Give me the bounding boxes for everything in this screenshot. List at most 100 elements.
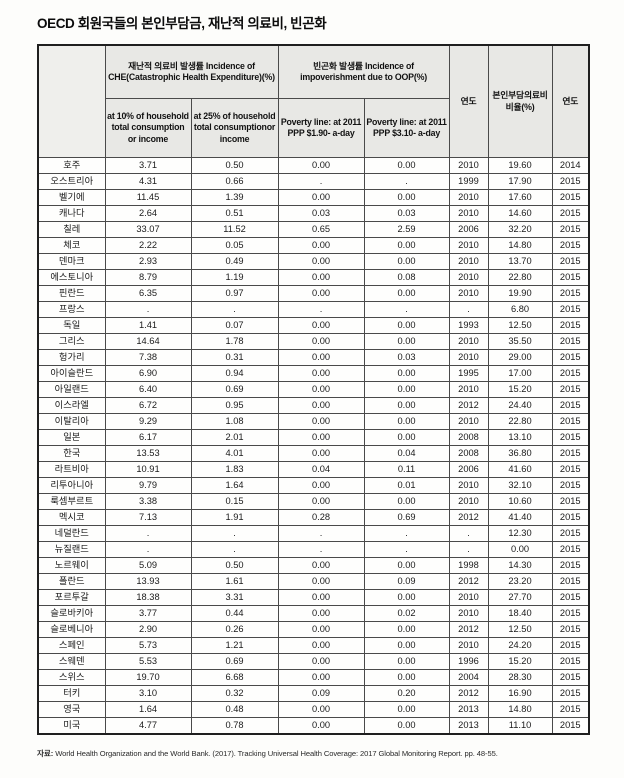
cell-country: 네덜란드 <box>37 525 106 542</box>
cell-pov310: 0.08 <box>363 269 450 286</box>
cell-year2: 2015 <box>551 205 590 222</box>
table-row: 스페인 5.73 1.21 0.00 0.00 2010 24.20 2015 <box>37 637 590 654</box>
cell-year2: 2015 <box>551 701 590 718</box>
table-row: 포르투갈 18.38 3.31 0.00 0.00 2010 27.70 2015 <box>37 589 590 606</box>
cell-at25: 1.21 <box>190 637 279 654</box>
cell-year2: 2015 <box>551 685 590 702</box>
cell-pov190: 0.00 <box>277 557 365 574</box>
cell-year2: 2015 <box>551 669 590 686</box>
cell-country: 아이슬란드 <box>37 365 106 382</box>
cell-country: 오스트리아 <box>37 173 106 190</box>
cell-at25: 0.69 <box>190 381 279 398</box>
cell-country: 한국 <box>37 445 106 462</box>
cell-year1: 2010 <box>448 413 489 430</box>
cell-year2: 2015 <box>551 381 590 398</box>
cell-pov190: 0.00 <box>277 413 365 430</box>
cell-pov310: 2.59 <box>363 221 450 238</box>
cell-pov310: 0.20 <box>363 685 450 702</box>
cell-year1: 2006 <box>448 221 489 238</box>
cell-at10: . <box>104 541 192 558</box>
cell-year1: 2004 <box>448 669 489 686</box>
cell-oop: 17.00 <box>487 365 553 382</box>
cell-oop: 19.90 <box>487 285 553 302</box>
cell-pov310: 0.00 <box>363 669 450 686</box>
cell-oop: 13.70 <box>487 253 553 270</box>
cell-year2: 2015 <box>551 509 590 526</box>
cell-year2: 2015 <box>551 573 590 590</box>
cell-at10: 8.79 <box>104 269 192 286</box>
cell-at25: 3.31 <box>190 589 279 606</box>
cell-year1: 2010 <box>448 285 489 302</box>
table-row: 노르웨이 5.09 0.50 0.00 0.00 1998 14.30 2015 <box>37 557 590 574</box>
source-text: World Health Organization and the World … <box>55 749 498 758</box>
cell-pov310: 0.00 <box>363 653 450 670</box>
cell-at10: 2.64 <box>104 205 192 222</box>
cell-at10: 3.38 <box>104 493 192 510</box>
table-row: 이스라엘 6.72 0.95 0.00 0.00 2012 24.40 2015 <box>37 397 590 414</box>
table-row: 칠레 33.07 11.52 0.65 2.59 2006 32.20 2015 <box>37 221 590 238</box>
cell-year1: 1996 <box>448 653 489 670</box>
cell-at25: 4.01 <box>190 445 279 462</box>
cell-year1: . <box>448 541 489 558</box>
cell-at10: 7.38 <box>104 349 192 366</box>
cell-pov310: 0.00 <box>363 285 450 302</box>
cell-at10: 13.53 <box>104 445 192 462</box>
cell-pov190: 0.00 <box>277 493 365 510</box>
table-row: 한국 13.53 4.01 0.00 0.04 2008 36.80 2015 <box>37 445 590 462</box>
cell-at25: 0.69 <box>190 653 279 670</box>
cell-pov190: 0.00 <box>277 365 365 382</box>
cell-pov310: 0.00 <box>363 589 450 606</box>
cell-year1: 1995 <box>448 365 489 382</box>
cell-year1: 2008 <box>448 445 489 462</box>
cell-at10: 2.90 <box>104 621 192 638</box>
cell-oop: 41.60 <box>487 461 553 478</box>
cell-country: 뉴질랜드 <box>37 541 106 558</box>
cell-pov310: 0.03 <box>363 205 450 222</box>
cell-pov190: 0.00 <box>277 621 365 638</box>
cell-country: 일본 <box>37 429 106 446</box>
cell-year2: 2015 <box>551 429 590 446</box>
cell-pov310: 0.69 <box>363 509 450 526</box>
cell-pov190: 0.00 <box>277 237 365 254</box>
cell-at10: 1.64 <box>104 701 192 718</box>
cell-country: 미국 <box>37 717 106 735</box>
cell-at10: 7.13 <box>104 509 192 526</box>
cell-year1: 2010 <box>448 493 489 510</box>
cell-country: 룩셈부르트 <box>37 493 106 510</box>
cell-pov190: 0.00 <box>277 477 365 494</box>
cell-year1: 2010 <box>448 637 489 654</box>
cell-at10: 6.35 <box>104 285 192 302</box>
page-title: OECD 회원국들의 본인부담금, 재난적 의료비, 빈곤화 <box>37 16 327 31</box>
table-row: 덴마크 2.93 0.49 0.00 0.00 2010 13.70 2015 <box>37 253 590 270</box>
table-row: 일본 6.17 2.01 0.00 0.00 2008 13.10 2015 <box>37 429 590 446</box>
cell-oop: 27.70 <box>487 589 553 606</box>
table-row: 아일랜드 6.40 0.69 0.00 0.00 2010 15.20 2015 <box>37 381 590 398</box>
cell-pov310: 0.00 <box>363 365 450 382</box>
cell-year1: 2008 <box>448 429 489 446</box>
cell-country: 이탈리아 <box>37 413 106 430</box>
cell-country: 포르투갈 <box>37 589 106 606</box>
cell-pov190: 0.00 <box>277 429 365 446</box>
cell-at10: . <box>104 525 192 542</box>
cell-oop: 32.10 <box>487 477 553 494</box>
header-poverty-310: Poverty line: at 2011 PPP $3.10- a-day <box>363 98 450 158</box>
table-row: 아이슬란드 6.90 0.94 0.00 0.00 1995 17.00 2015 <box>37 365 590 382</box>
cell-at25: 0.48 <box>190 701 279 718</box>
cell-year1: . <box>448 525 489 542</box>
table-row: 터키 3.10 0.32 0.09 0.20 2012 16.90 2015 <box>37 685 590 702</box>
cell-country: 캐나다 <box>37 205 106 222</box>
cell-country: 슬로베니아 <box>37 621 106 638</box>
cell-oop: 6.80 <box>487 301 553 318</box>
table-row: 에스토니아 8.79 1.19 0.00 0.08 2010 22.80 2015 <box>37 269 590 286</box>
header-sub-row: at 10% of household total consumption or… <box>38 98 589 158</box>
cell-year1: 2010 <box>448 205 489 222</box>
cell-at25: 1.78 <box>190 333 279 350</box>
cell-year2: 2015 <box>551 413 590 430</box>
cell-at10: 1.41 <box>104 317 192 334</box>
cell-oop: 22.80 <box>487 413 553 430</box>
table-row: 라트비아 10.91 1.83 0.04 0.11 2006 41.60 2015 <box>37 461 590 478</box>
table-row: 폴란드 13.93 1.61 0.00 0.09 2012 23.20 2015 <box>37 573 590 590</box>
cell-year1: 2010 <box>448 237 489 254</box>
cell-at10: . <box>104 301 192 318</box>
